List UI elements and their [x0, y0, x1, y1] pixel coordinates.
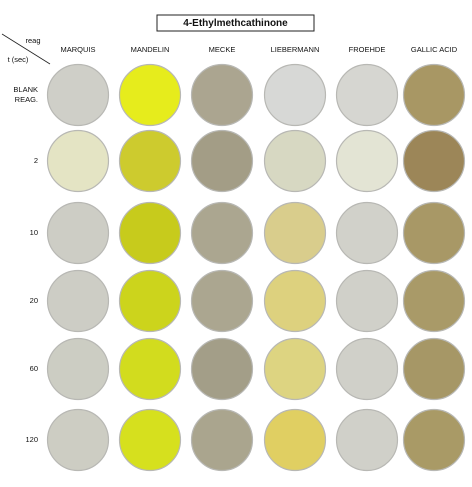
row-label: 120 — [25, 435, 38, 444]
test-well — [118, 408, 182, 472]
test-well — [190, 408, 254, 472]
test-well — [335, 408, 399, 472]
test-well — [190, 337, 254, 401]
test-well — [118, 269, 182, 333]
test-well — [402, 201, 466, 265]
test-well — [402, 337, 466, 401]
row-label: 20 — [30, 296, 38, 305]
test-well — [402, 408, 466, 472]
title: 4-Ethylmethcathinone — [183, 18, 288, 29]
test-well — [190, 269, 254, 333]
test-well — [46, 337, 110, 401]
test-well — [46, 63, 110, 127]
column-header: LIEBERMANN — [271, 45, 320, 54]
test-well — [46, 408, 110, 472]
row-label: 2 — [34, 156, 38, 165]
row-axis-label: t (sec) — [8, 55, 29, 64]
test-well — [118, 337, 182, 401]
column-axis-label: reag — [25, 36, 40, 45]
corner-divider — [1, 33, 51, 65]
test-well — [402, 269, 466, 333]
test-well — [402, 63, 466, 127]
test-well — [263, 337, 327, 401]
row-label: BLANK — [13, 85, 38, 94]
test-well — [118, 63, 182, 127]
column-header: MARQUIS — [60, 45, 95, 54]
test-well — [263, 269, 327, 333]
row-label: 60 — [30, 364, 38, 373]
test-well — [46, 269, 110, 333]
column-header: FROEHDE — [349, 45, 386, 54]
test-well — [402, 129, 466, 193]
test-well — [263, 129, 327, 193]
test-well — [118, 201, 182, 265]
test-well — [335, 129, 399, 193]
column-header: MECKE — [209, 45, 236, 54]
test-well — [263, 201, 327, 265]
column-header: GALLIC ACID — [411, 45, 458, 54]
results-grid — [46, 63, 466, 472]
test-well — [46, 129, 110, 193]
test-well — [263, 408, 327, 472]
column-header: MANDELIN — [131, 45, 170, 54]
test-well — [335, 201, 399, 265]
test-well — [190, 63, 254, 127]
test-well — [46, 201, 110, 265]
test-well — [118, 129, 182, 193]
test-well — [190, 201, 254, 265]
test-well — [335, 63, 399, 127]
row-label: REAG. — [15, 95, 38, 104]
test-well — [190, 129, 254, 193]
row-label: 10 — [30, 228, 38, 237]
test-well — [263, 63, 327, 127]
test-well — [335, 269, 399, 333]
test-well — [335, 337, 399, 401]
title-box — [156, 14, 315, 32]
